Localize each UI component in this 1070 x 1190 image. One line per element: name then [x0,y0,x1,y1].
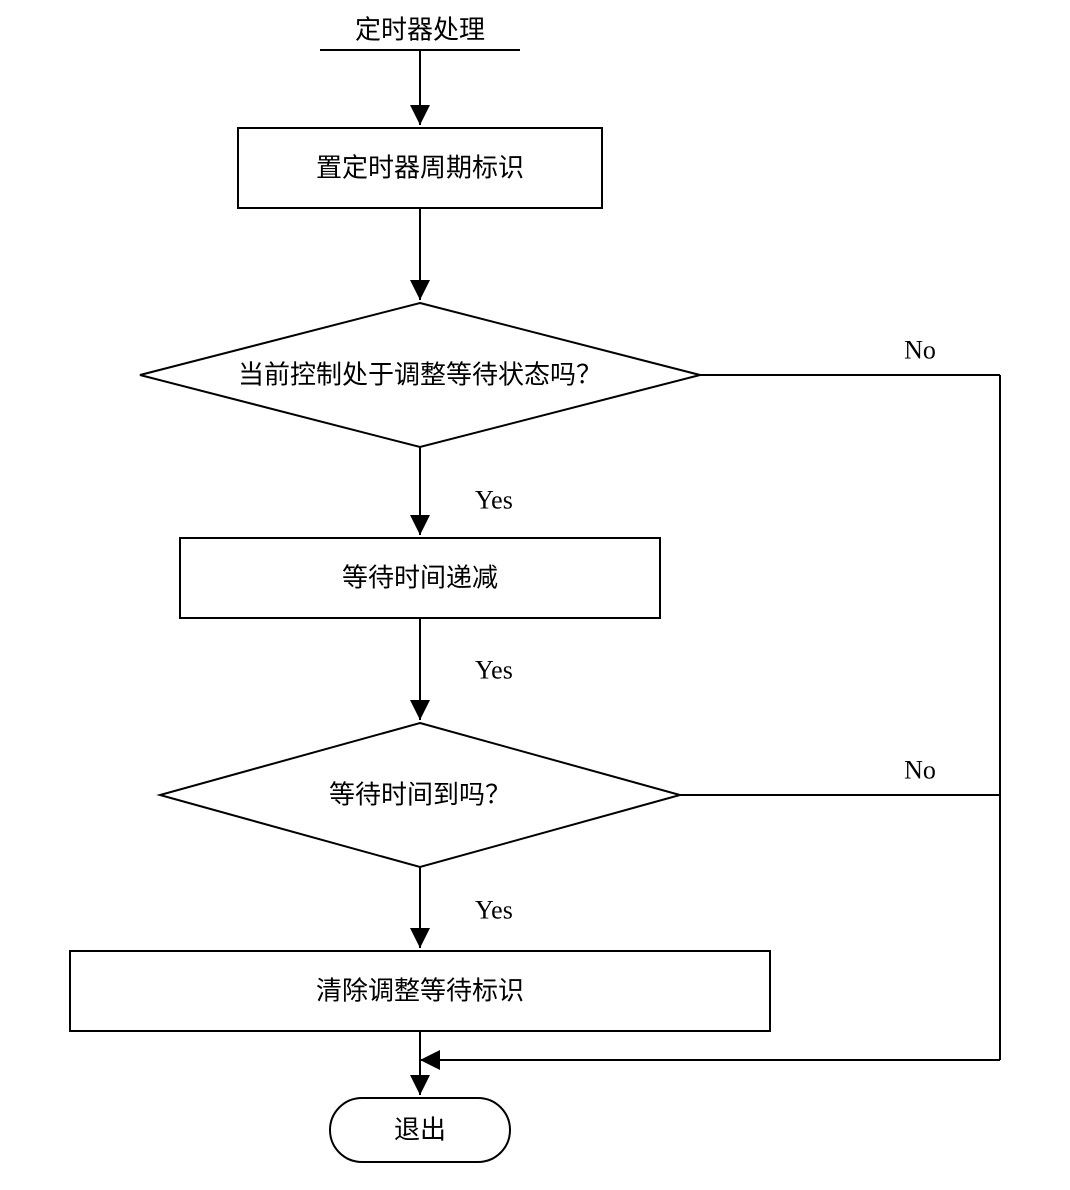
process1-label: 置定时器周期标识 [316,154,524,183]
process3-label: 清除调整等待标识 [316,977,524,1006]
exit-label: 退出 [394,1116,446,1145]
yes1-label: Yes [475,486,513,515]
yes2-label: Yes [475,656,513,685]
title-label: 定时器处理 [355,16,485,45]
decision2-label: 等待时间到吗？ [329,781,511,810]
yes3-label: Yes [475,896,513,925]
process2-label: 等待时间递减 [342,564,498,593]
no2-label: No [904,756,936,785]
flowchart-canvas: 定时器处理 置定时器周期标识 当前控制处于调整等待状态吗？ No Yes 等待时… [0,0,1070,1190]
decision1-label: 当前控制处于调整等待状态吗？ [238,361,602,390]
no1-label: No [904,336,936,365]
